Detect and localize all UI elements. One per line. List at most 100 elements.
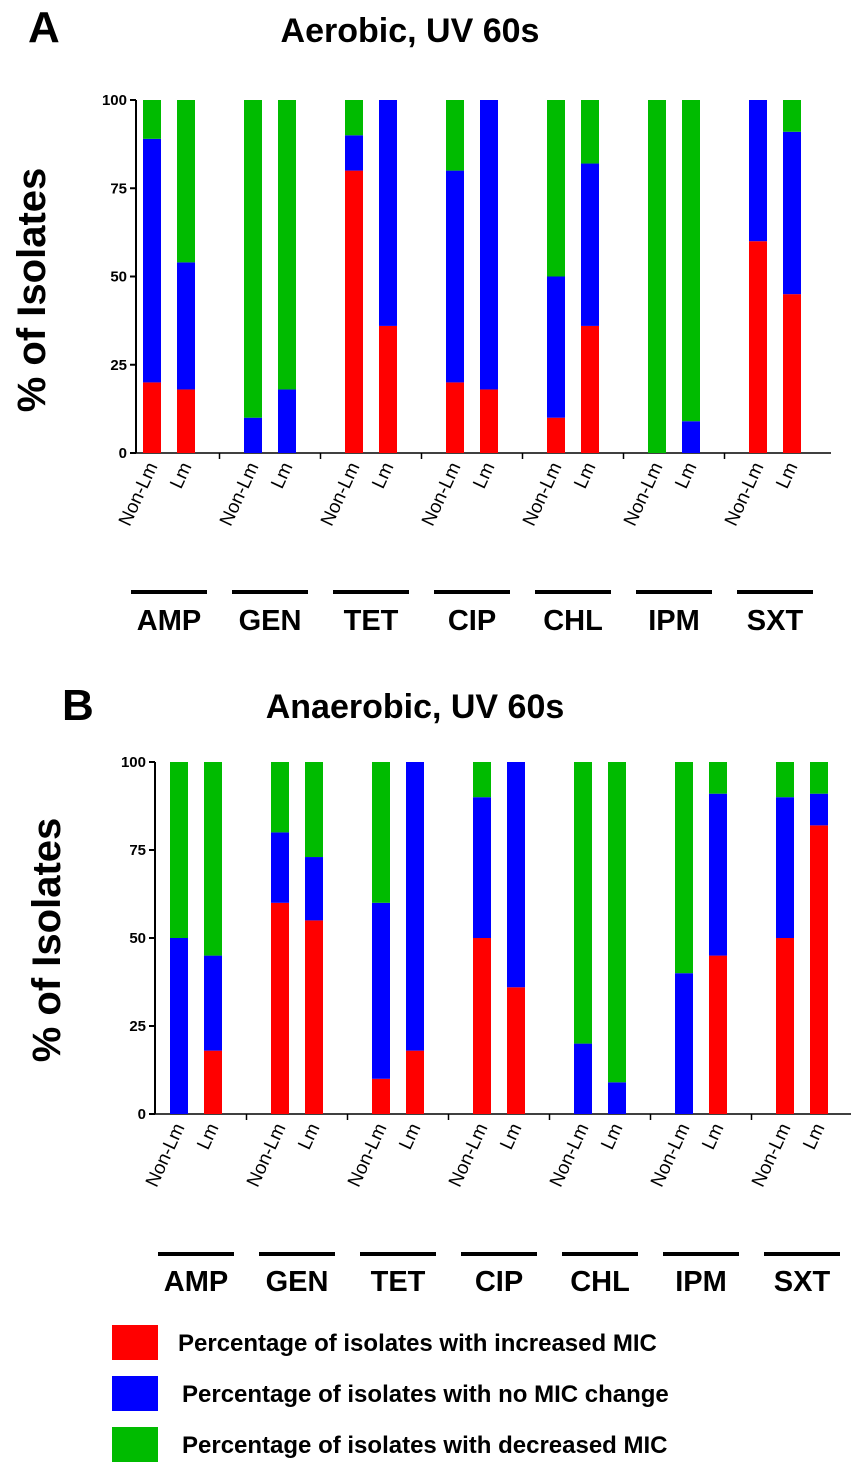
legend-swatch-decreased bbox=[112, 1427, 158, 1462]
panel-a-x-tick-label-gen-non-lm: Non-Lm bbox=[216, 459, 264, 529]
panel-a-bar-sxt-lm-decreased bbox=[783, 100, 801, 132]
panel-a-x-tick-label-cip-non-lm: Non-Lm bbox=[418, 459, 466, 529]
panel-a-x-tick-label-ipm-lm: Lm bbox=[671, 459, 701, 492]
panel-a-bar-sxt-lm-no-change bbox=[783, 131, 801, 295]
panel-a-bar-gen-non-lm-no-change bbox=[244, 417, 262, 453]
panel-a: A Aerobic, UV 60s % of Isolates 0 25 50 75 1… bbox=[10, 3, 831, 637]
panel-b-group-label-ipm: IPM bbox=[675, 1266, 727, 1298]
panel-b-x-tick-label-tet-non-lm: Non-Lm bbox=[344, 1120, 392, 1190]
panel-a-group-label-cip: CIP bbox=[448, 605, 496, 637]
panel-b-bar-gen-non-lm-decreased bbox=[271, 762, 289, 833]
legend: Percentage of isolates with increased MI… bbox=[112, 1325, 669, 1462]
panel-a-bar-chl-lm-decreased bbox=[581, 100, 599, 164]
panel-a-bar-tet-non-lm-decreased bbox=[345, 100, 363, 136]
panel-a-title: Aerobic, UV 60s bbox=[281, 12, 540, 50]
panel-a-y-tick-label-50: 50 bbox=[110, 269, 127, 286]
panel-b-bar-cip-non-lm-no-change bbox=[473, 797, 491, 938]
panel-a-bar-amp-non-lm-decreased bbox=[143, 100, 161, 139]
panel-a-x-tick-label-amp-lm: Lm bbox=[166, 459, 196, 492]
panel-a-x-tick-label-tet-non-lm: Non-Lm bbox=[317, 459, 365, 529]
panel-b-group-label-cip: CIP bbox=[475, 1266, 523, 1298]
panel-b-bar-sxt-lm-decreased bbox=[810, 762, 828, 794]
panel-b-bar-amp-lm-no-change bbox=[204, 955, 222, 1051]
panel-a-group-label-amp: AMP bbox=[137, 605, 201, 637]
panel-b-x-tick-label-chl-non-lm: Non-Lm bbox=[546, 1120, 594, 1190]
panel-b-bar-sxt-non-lm-increased bbox=[776, 938, 794, 1114]
panel-b-y-tick-label-75: 75 bbox=[129, 842, 146, 859]
panel-a-group-label-ipm: IPM bbox=[648, 605, 700, 637]
panel-b-group-label-sxt: SXT bbox=[774, 1266, 831, 1298]
panel-a-bar-amp-lm-decreased bbox=[177, 100, 195, 263]
panel-a-bar-amp-non-lm-increased bbox=[143, 382, 161, 453]
panel-b-x-tick-label-gen-lm: Lm bbox=[294, 1120, 324, 1153]
panel-b-x-tick-label-cip-lm: Lm bbox=[496, 1120, 526, 1153]
legend-label-decreased: Percentage of isolates with decreased MI… bbox=[182, 1432, 668, 1459]
panel-a-x-tick-label-tet-lm: Lm bbox=[368, 459, 398, 492]
panel-a-x-tick-label-sxt-lm: Lm bbox=[772, 459, 802, 492]
panel-b-y-tick-label-50: 50 bbox=[129, 930, 146, 947]
panel-a-y-tick-label-100: 100 bbox=[102, 92, 127, 109]
panel-a-y-axis-label: % of Isolates bbox=[10, 168, 54, 413]
panel-b-x-tick-label-cip-non-lm: Non-Lm bbox=[445, 1120, 493, 1190]
panel-b-bar-sxt-non-lm-decreased bbox=[776, 762, 794, 798]
panel-b-bar-cip-lm-no-change bbox=[507, 762, 525, 988]
panel-a-y-tick-label-25: 25 bbox=[110, 357, 127, 374]
panel-a-bar-cip-lm-increased bbox=[480, 389, 498, 453]
panel-b-bar-tet-non-lm-decreased bbox=[372, 762, 390, 903]
panel-b-bar-amp-lm-decreased bbox=[204, 762, 222, 956]
panel-a-y-tick-label-0: 0 bbox=[119, 445, 127, 462]
legend-swatch-increased bbox=[112, 1325, 158, 1360]
panel-b-bar-cip-non-lm-increased bbox=[473, 938, 491, 1114]
panel-b-bar-amp-non-lm-decreased bbox=[170, 762, 188, 938]
panel-a-x-tick-label-chl-lm: Lm bbox=[570, 459, 600, 492]
panel-a-bar-ipm-lm-no-change bbox=[682, 421, 700, 453]
panel-a-bar-cip-lm-no-change bbox=[480, 100, 498, 390]
panel-a-group-label-sxt: SXT bbox=[747, 605, 804, 637]
panel-b-x-tick-label-amp-lm: Lm bbox=[193, 1120, 223, 1153]
panel-b-y-tick-label-25: 25 bbox=[129, 1018, 146, 1035]
panel-b-bar-gen-non-lm-no-change bbox=[271, 832, 289, 903]
panel-b-group-label-tet: TET bbox=[371, 1266, 426, 1298]
panel-b-x-tick-label-chl-lm: Lm bbox=[597, 1120, 627, 1153]
panel-b-y-tick-label-0: 0 bbox=[138, 1106, 146, 1123]
panel-a-bar-chl-lm-no-change bbox=[581, 163, 599, 326]
panel-b-bar-tet-non-lm-no-change bbox=[372, 902, 390, 1079]
panel-a-bar-gen-lm-no-change bbox=[278, 389, 296, 453]
panel-a-bar-tet-lm-increased bbox=[379, 325, 397, 453]
panel-a-x-tick-label-ipm-non-lm: Non-Lm bbox=[620, 459, 668, 529]
legend-label-no-change: Percentage of isolates with no MIC chang… bbox=[182, 1381, 669, 1408]
panel-a-group-label-chl: CHL bbox=[543, 605, 603, 637]
panel-b-x-tick-label-ipm-non-lm: Non-Lm bbox=[647, 1120, 695, 1190]
panel-b-bar-chl-lm-decreased bbox=[608, 762, 626, 1083]
panel-b-bar-chl-non-lm-no-change bbox=[574, 1043, 592, 1114]
panel-b-bar-sxt-lm-increased bbox=[810, 825, 828, 1114]
panel-b-y-tick-label-100: 100 bbox=[121, 754, 146, 771]
panel-b-bar-tet-lm-no-change bbox=[406, 762, 424, 1051]
panel-b-letter: B bbox=[62, 681, 94, 730]
panel-b-bar-tet-lm-increased bbox=[406, 1050, 424, 1114]
panel-a-bar-ipm-non-lm-decreased bbox=[648, 100, 666, 453]
panel-b-bar-gen-non-lm-increased bbox=[271, 902, 289, 1114]
panel-a-bar-chl-non-lm-decreased bbox=[547, 100, 565, 277]
panel-a-group-label-tet: TET bbox=[344, 605, 399, 637]
panel-a-x-tick-label-amp-non-lm: Non-Lm bbox=[115, 459, 163, 529]
panel-b-x-tick-label-sxt-lm: Lm bbox=[799, 1120, 829, 1153]
panel-a-letter: A bbox=[28, 3, 60, 52]
panel-b-bar-gen-lm-no-change bbox=[305, 857, 323, 921]
panel-a-bar-chl-lm-increased bbox=[581, 325, 599, 453]
panel-a-bar-sxt-lm-increased bbox=[783, 294, 801, 453]
panel-b-x-tick-label-ipm-lm: Lm bbox=[698, 1120, 728, 1153]
panel-a-bar-amp-lm-increased bbox=[177, 389, 195, 453]
panel-b-bar-ipm-lm-increased bbox=[709, 955, 727, 1114]
panel-b-bar-sxt-lm-no-change bbox=[810, 793, 828, 826]
panel-a-group-label-gen: GEN bbox=[239, 605, 302, 637]
panel-b-bar-chl-non-lm-decreased bbox=[574, 762, 592, 1044]
panel-b-group-label-amp: AMP bbox=[164, 1266, 228, 1298]
panel-b: B Anaerobic, UV 60s % of Isolates 0 25 50 7… bbox=[25, 681, 851, 1298]
panel-a-bar-tet-non-lm-increased bbox=[345, 170, 363, 453]
panel-b-x-tick-label-amp-non-lm: Non-Lm bbox=[142, 1120, 190, 1190]
panel-b-y-axis-label: % of Isolates bbox=[25, 818, 69, 1063]
panel-b-bar-ipm-non-lm-decreased bbox=[675, 762, 693, 974]
